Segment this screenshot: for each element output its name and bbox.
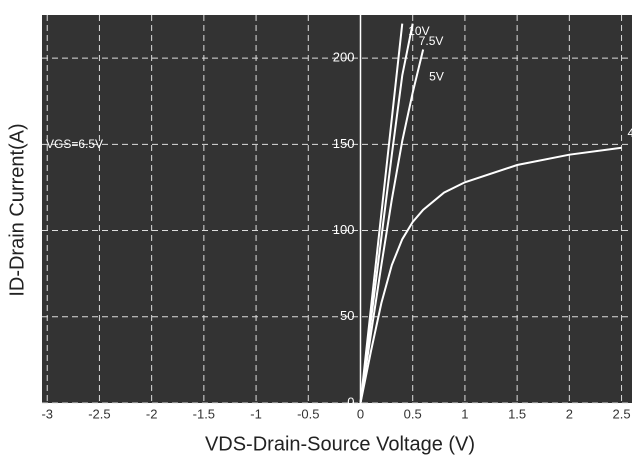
x-tick-label: 0: [357, 406, 364, 421]
y-tick-label: 50: [340, 308, 354, 323]
series-line: [359, 23, 404, 404]
x-tick-label: 2: [566, 406, 573, 421]
legend-label: 10V: [408, 24, 429, 38]
x-tick-label: -0.5: [297, 406, 319, 421]
legend-label: 5V: [429, 70, 444, 84]
legend-label: 4.5V: [628, 126, 632, 140]
x-tick-label: 2.5: [613, 406, 631, 421]
y-tick-label: 100: [333, 222, 355, 237]
x-tick-label: 0.5: [404, 406, 422, 421]
series-line: [359, 49, 425, 404]
y-axis-label: ID-Drain Current(A): [6, 123, 28, 296]
x-tick-label: 1: [461, 406, 468, 421]
x-tick-label: -2.5: [88, 406, 110, 421]
x-tick-label: -2: [146, 406, 158, 421]
series-line: [359, 146, 622, 404]
x-axis-label: VDS-Drain-Source Voltage (V): [205, 433, 475, 455]
x-tick-label: -1.5: [193, 406, 215, 421]
y-tick-label: 150: [333, 136, 355, 151]
legend-label: 7.5V: [419, 34, 444, 48]
x-tick-label: 1.5: [508, 406, 526, 421]
series-line: [359, 23, 414, 404]
x-tick-label: -3: [41, 406, 53, 421]
annotation: VGS=6.5V: [46, 137, 103, 151]
x-tick-label: -1: [250, 406, 262, 421]
y-tick-label: 0: [347, 394, 354, 409]
plot-area: [42, 15, 632, 403]
y-tick-label: 200: [333, 50, 355, 65]
